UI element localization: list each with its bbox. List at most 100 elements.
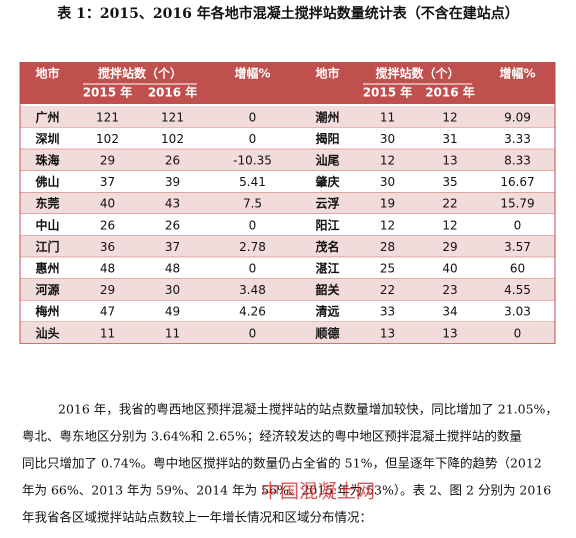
number-cell: 3.03	[504, 305, 531, 319]
row-bg	[20, 278, 555, 301]
number-cell: 22	[380, 283, 395, 297]
number-cell: 19	[380, 197, 395, 211]
city-cell: 江门	[35, 239, 59, 254]
row-bg	[20, 170, 555, 193]
header-cell: 增幅%	[499, 66, 535, 81]
number-cell: 40	[100, 197, 115, 211]
number-cell: 30	[380, 132, 395, 146]
header-bg	[20, 62, 555, 104]
header-cell: 搅拌站数（个）	[98, 66, 182, 81]
number-cell: 7.5	[243, 197, 262, 211]
header-cell: 地市	[35, 66, 59, 81]
number-cell: 0	[514, 218, 522, 232]
number-cell: 36	[100, 240, 115, 254]
number-cell: 16.67	[500, 175, 534, 189]
number-cell: 0	[249, 262, 257, 276]
number-cell: 102	[96, 132, 119, 146]
city-cell: 深圳	[35, 131, 59, 146]
number-cell: 8.33	[504, 154, 531, 168]
number-cell: 3.48	[239, 283, 266, 297]
number-cell: 23	[442, 283, 457, 297]
number-cell: 102	[161, 132, 184, 146]
paragraph-line: 同比只增加了 0.74%。粤中地区搅拌站的数量仍占全省的 51%，但呈逐年下降的…	[22, 456, 542, 471]
city-cell: 顺德	[315, 325, 339, 340]
number-cell: 13	[380, 326, 395, 340]
row-bg	[20, 214, 555, 236]
number-cell: 47	[100, 305, 115, 319]
number-cell: 37	[165, 240, 180, 254]
number-cell: 4.26	[239, 305, 266, 319]
number-cell: 11	[165, 326, 180, 340]
row-bg	[20, 127, 555, 150]
header-cell: 2016 年	[425, 85, 475, 100]
city-cell: 惠州	[35, 261, 59, 276]
city-cell: 东莞	[35, 196, 59, 211]
row-bg	[20, 235, 555, 258]
number-cell: 26	[165, 154, 180, 168]
number-cell: 2.78	[239, 240, 266, 254]
header-cell: 搅拌站数（个）	[375, 66, 459, 81]
number-cell: 40	[442, 262, 457, 276]
city-cell: 河源	[34, 282, 59, 297]
paragraph-line: 2016 年，我省的粤西地区预拌混凝土搅拌站的站点数量增加较快，同比增加了 21…	[58, 402, 558, 417]
number-cell: 4.55	[504, 283, 531, 297]
number-cell: 5.41	[239, 175, 266, 189]
number-cell: 22	[442, 197, 457, 211]
city-cell: 阳江	[315, 217, 339, 232]
city-cell: 云浮	[315, 196, 339, 211]
header-cell: 2016 年	[148, 85, 198, 100]
paragraph-line: 年为 66%、2013 年为 59%、2014 年为 56%、2015 年为 5…	[22, 483, 551, 498]
number-cell: 30	[165, 283, 180, 297]
number-cell: 0	[249, 326, 257, 340]
number-cell: 39	[165, 175, 180, 189]
number-cell: 26	[165, 218, 180, 232]
paragraph: 2016 年，我省的粤西地区预拌混凝土搅拌站的站点数量增加较快，同比增加了 21…	[22, 402, 558, 525]
number-cell: 12	[380, 154, 395, 168]
row-bg	[20, 106, 555, 128]
city-cell: 广州	[35, 109, 59, 124]
number-cell: 33	[380, 305, 395, 319]
city-cell: 潮州	[315, 109, 339, 124]
city-cell: 揭阳	[315, 131, 339, 146]
watermark: 中国混凝土网	[261, 481, 375, 503]
number-cell: 31	[442, 132, 457, 146]
number-cell: 121	[96, 110, 119, 124]
number-cell: 12	[442, 218, 457, 232]
number-cell: 13	[442, 326, 457, 340]
number-cell: 121	[161, 110, 184, 124]
number-cell: 0	[514, 326, 522, 340]
number-cell: 29	[100, 154, 115, 168]
number-cell: 43	[165, 197, 180, 211]
row-bg	[20, 192, 555, 214]
paragraph-line: 年我省各区域搅拌站站点数较上一年增长情况和区域分布情况：	[22, 510, 372, 525]
header-cell: 增幅%	[234, 66, 270, 81]
city-cell: 肇庆	[315, 174, 339, 189]
number-cell: 60	[510, 262, 525, 276]
row-bg	[20, 300, 555, 322]
number-cell: 12	[442, 110, 457, 124]
city-cell: 湛江	[315, 261, 339, 276]
number-cell: 29	[100, 283, 115, 297]
number-cell: 0	[249, 110, 257, 124]
number-cell: 29	[442, 240, 457, 254]
city-cell: 梅州	[35, 304, 59, 319]
header-cell: 2015 年	[363, 85, 413, 100]
row-bg	[20, 257, 555, 279]
number-cell: 11	[380, 110, 395, 124]
number-cell: 3.57	[504, 240, 531, 254]
number-cell: 12	[380, 218, 395, 232]
table: 地市 搅拌站数（个） 增幅% 2015 年 2016 年 地市 搅拌站数（个） 增幅% 2015…	[19, 62, 556, 345]
number-cell: 13	[442, 154, 457, 168]
number-cell: 34	[442, 305, 457, 319]
row-bg	[20, 322, 555, 344]
number-cell: 48	[100, 262, 115, 276]
number-cell: 37	[100, 175, 115, 189]
number-cell: 0	[249, 218, 257, 232]
header-cell: 地市	[315, 66, 339, 81]
number-cell: 30	[380, 175, 395, 189]
city-cell: 韶关	[315, 282, 339, 297]
number-cell: 15.79	[500, 197, 534, 211]
number-cell: 0	[249, 132, 257, 146]
city-cell: 珠海	[35, 153, 59, 168]
